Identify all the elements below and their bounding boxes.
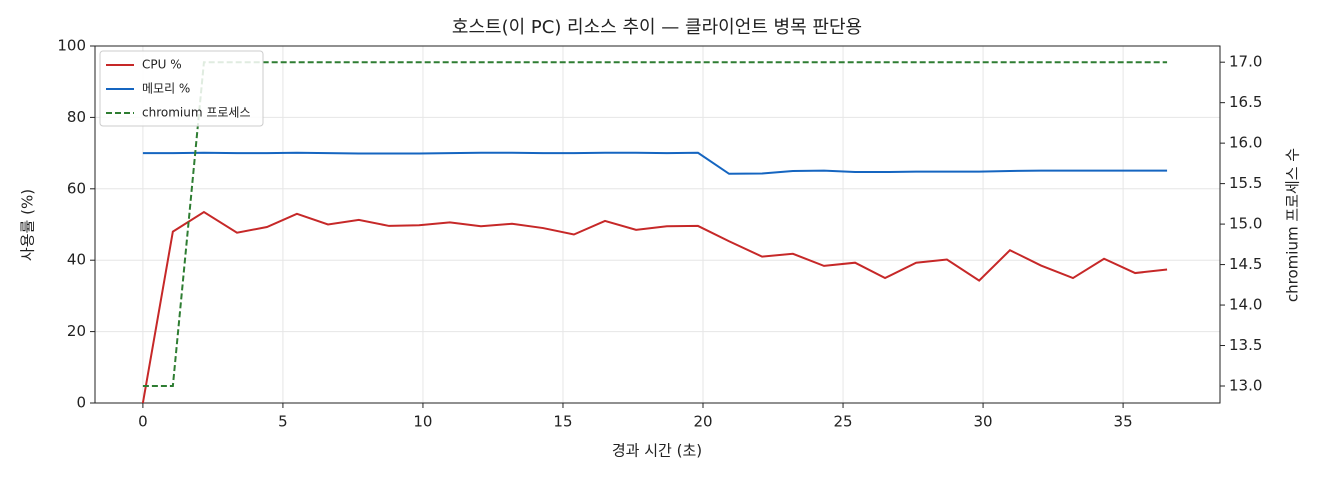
y2-tick-label: 16.0 <box>1229 134 1262 152</box>
x-tick-label: 35 <box>1114 413 1133 431</box>
legend-label: CPU % <box>142 58 182 72</box>
y-tick-label: 60 <box>67 179 86 197</box>
y2-tick-label: 13.0 <box>1229 377 1262 395</box>
y2-axis-label: chromium 프로세스 수 <box>1284 148 1302 302</box>
x-tick-label: 20 <box>693 413 712 431</box>
plot-frame <box>94 45 1221 404</box>
y-tick-label: 80 <box>67 108 86 126</box>
x-axis-label: 경과 시간 (초) <box>612 442 702 460</box>
legend-label: 메모리 % <box>142 82 190 96</box>
y2-tick-label: 15.5 <box>1229 174 1262 192</box>
x-tick-label: 5 <box>278 413 288 431</box>
x-tick-label: 25 <box>833 413 852 431</box>
y-tick-label: 0 <box>76 394 86 412</box>
y-tick-label: 20 <box>67 322 86 340</box>
y-axis-label: 사용률 (%) <box>19 189 37 261</box>
legend-box <box>99 50 264 127</box>
y-tick-label: 40 <box>67 251 86 269</box>
y-tick-label: 100 <box>57 37 86 55</box>
y2-tick-label: 13.5 <box>1229 336 1262 354</box>
series-line <box>141 210 1168 404</box>
x-tick-label: 30 <box>974 413 993 431</box>
y2-tick-label: 14.5 <box>1229 255 1262 273</box>
y2-tick-label: 16.5 <box>1229 93 1262 111</box>
x-tick-label: 10 <box>413 413 432 431</box>
y2-tick-label: 15.0 <box>1229 215 1262 233</box>
y2-tick-label: 17.0 <box>1229 53 1262 71</box>
series-line <box>142 151 1168 175</box>
x-tick-label: 0 <box>138 413 148 431</box>
legend-label: chromium 프로세스 <box>142 106 251 120</box>
chart-title: 호스트(이 PC) 리소스 추이 — 클라이언트 병목 판단용 <box>452 17 862 38</box>
y2-tick-label: 14.0 <box>1229 296 1262 314</box>
x-tick-label: 15 <box>553 413 572 431</box>
series-line <box>142 61 1168 387</box>
